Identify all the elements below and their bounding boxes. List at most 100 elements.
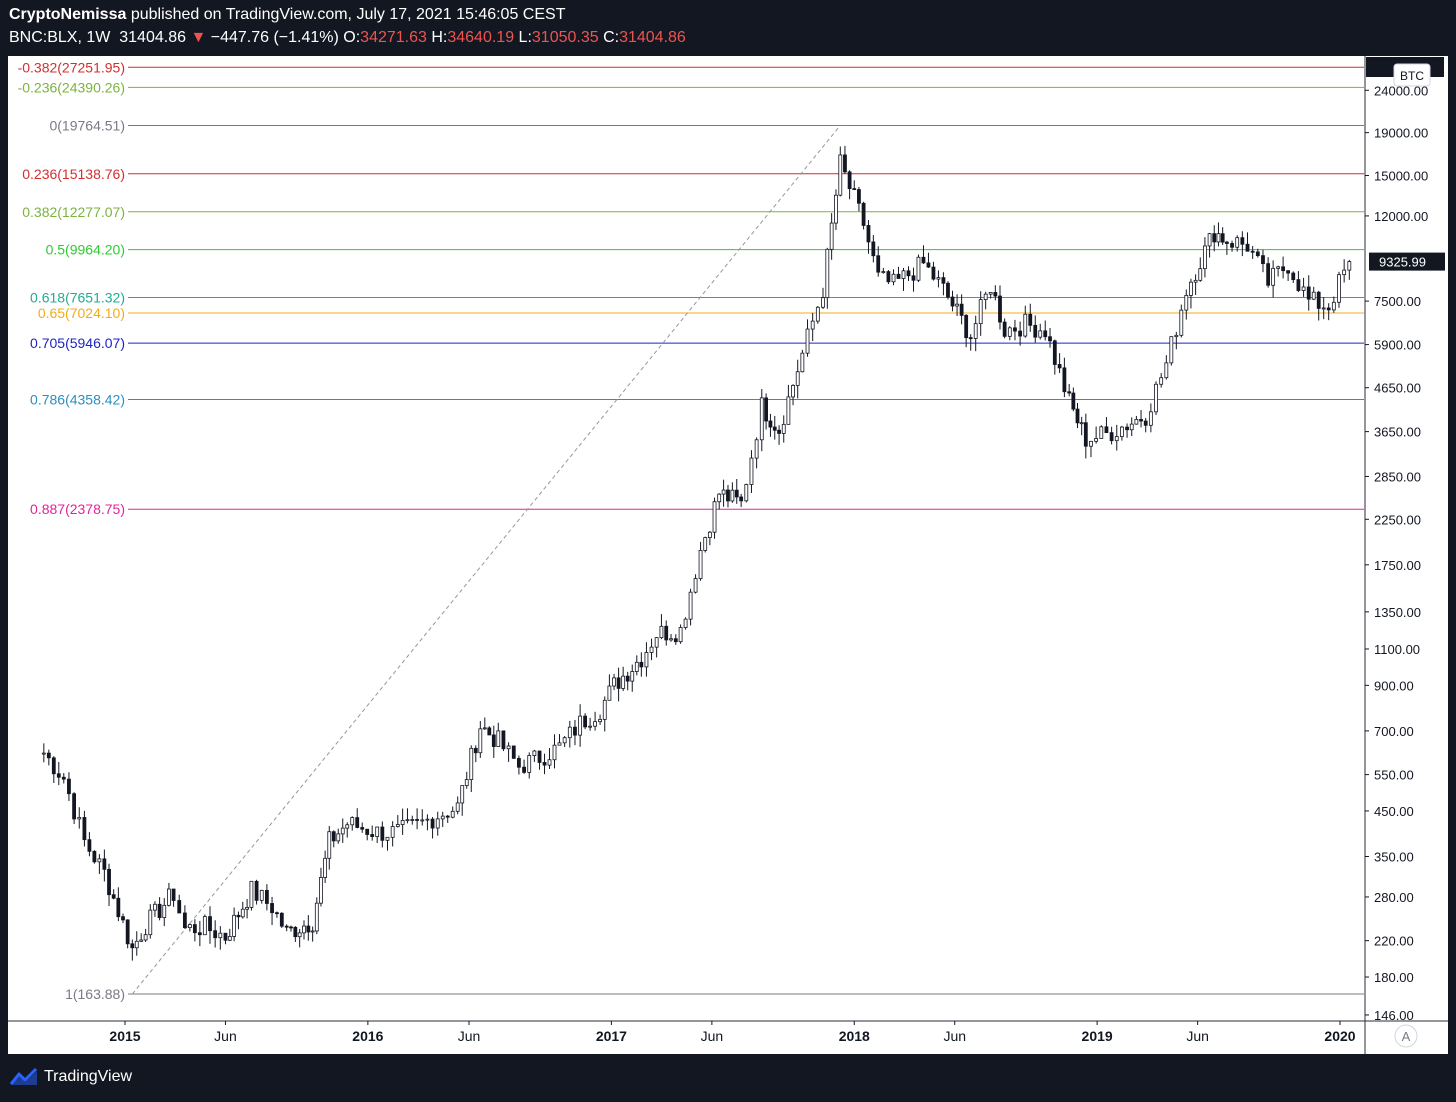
candle-body xyxy=(749,457,754,485)
candle-body xyxy=(1057,364,1062,369)
candle-body xyxy=(162,904,167,918)
candle-body xyxy=(1321,307,1326,310)
candle-body xyxy=(1276,266,1281,269)
candle-body xyxy=(921,256,926,264)
candle-body xyxy=(721,489,726,495)
candle-body xyxy=(562,737,567,744)
candle-body xyxy=(1043,330,1048,338)
price-tick-label: 2850.00 xyxy=(1374,469,1421,484)
open-value: 34271.63 xyxy=(360,29,427,46)
candle-body xyxy=(1079,422,1084,425)
footer-bar: TradingView xyxy=(0,1054,1456,1102)
price-tick-label: 15000.00 xyxy=(1374,168,1428,183)
candle-body xyxy=(678,627,683,643)
candle-body xyxy=(1326,307,1331,311)
candle-body xyxy=(218,932,223,939)
author-name[interactable]: CryptoNemissa xyxy=(9,6,127,23)
price-tick-label: 350.00 xyxy=(1374,850,1414,865)
candle-body xyxy=(116,897,121,918)
time-tick-label: 2017 xyxy=(596,1028,627,1044)
fib-trend-line[interactable] xyxy=(131,125,841,995)
candle-body xyxy=(1125,426,1129,431)
candle-body xyxy=(978,299,983,325)
fib-label: -0.382(27251.95) xyxy=(18,59,125,75)
candle-body xyxy=(936,277,941,280)
candle-body xyxy=(739,496,744,502)
candle-body xyxy=(72,793,76,820)
price-tick-label: 2250.00 xyxy=(1374,512,1421,527)
chart-area[interactable]: -0.382(27251.95) -0.236(24390.26) 0(19764.… xyxy=(8,56,1448,1054)
candle-body xyxy=(319,877,323,904)
candle-body xyxy=(111,894,116,899)
candle-body xyxy=(187,924,192,929)
candle-body xyxy=(1250,250,1255,253)
candle-body xyxy=(781,423,786,434)
candle-body xyxy=(82,817,87,841)
candle-body xyxy=(130,943,135,949)
currency-badge[interactable] xyxy=(1393,63,1431,87)
candle-body xyxy=(683,618,688,628)
candle-body xyxy=(959,303,964,316)
symbol-name: BNC:BLX, 1W xyxy=(9,29,111,46)
candle-body xyxy=(236,914,241,918)
candle-body xyxy=(464,779,469,786)
candle-body xyxy=(340,827,345,835)
candle-body xyxy=(254,880,259,901)
candle-body xyxy=(1159,377,1164,385)
candle-body xyxy=(659,625,664,639)
candle-body xyxy=(993,292,998,297)
candle-body xyxy=(843,154,847,173)
candle-body xyxy=(182,912,187,929)
candle-body xyxy=(829,222,834,250)
candle-body xyxy=(491,734,496,747)
candle-body xyxy=(1291,272,1296,281)
open-label: O: xyxy=(343,29,361,46)
time-tick-label: Jun xyxy=(458,1028,481,1044)
candle-body xyxy=(405,819,410,822)
candle-body xyxy=(754,439,759,459)
candle-body xyxy=(772,426,777,431)
candle-body xyxy=(847,171,852,190)
price-tick-label: 1100.00 xyxy=(1374,642,1420,657)
candle-body xyxy=(1071,392,1076,410)
candle-body xyxy=(345,824,350,829)
candle-body xyxy=(639,661,644,668)
last-price: 31404.86 xyxy=(119,29,186,46)
candle-body xyxy=(171,888,176,901)
candle-body xyxy=(926,262,931,268)
auto-scale-button[interactable] xyxy=(1394,1024,1418,1048)
candle-body xyxy=(331,831,336,842)
candle-body xyxy=(707,531,712,538)
price-chart[interactable]: -0.382(27251.95) -0.236(24390.26) 0(19764.… xyxy=(8,56,1448,1054)
candle-body xyxy=(306,925,311,933)
candle-body xyxy=(390,826,395,838)
price-axis[interactable]: 24000.00 19000.00 15000.00 12000.00 7500.00 5… xyxy=(1365,83,1428,1023)
candle-body xyxy=(77,817,82,820)
candle-body xyxy=(634,661,639,672)
tradingview-brand[interactable]: TradingView xyxy=(10,1068,132,1086)
candle-body xyxy=(97,858,102,863)
candle-body xyxy=(901,270,906,279)
candle-body xyxy=(734,489,739,498)
candle-body xyxy=(664,625,669,641)
candle-body xyxy=(143,934,148,941)
candle-body xyxy=(1174,334,1179,338)
candle-body xyxy=(1261,255,1265,265)
candle-body xyxy=(649,646,654,653)
candle-body xyxy=(202,916,207,936)
candle-body xyxy=(365,828,370,835)
candle-body xyxy=(87,839,92,852)
candle-body xyxy=(1033,324,1038,338)
fib-retracement[interactable]: -0.382(27251.95) -0.236(24390.26) 0(19764.… xyxy=(18,59,1364,1002)
time-axis[interactable]: 2015 Jun 2016 Jun 2017 Jun 2018 Jun 2019 Jun 2020 xyxy=(109,1021,1356,1044)
candle-body xyxy=(469,747,474,780)
candle-body xyxy=(911,275,916,281)
publish-header: CryptoNemissa published on TradingView.c… xyxy=(0,0,1456,56)
fib-label: 0.786(4358.42) xyxy=(30,391,125,407)
candle-body xyxy=(1240,237,1245,245)
candle-body xyxy=(1007,327,1012,337)
candle-body xyxy=(698,550,703,579)
candle-body xyxy=(473,747,478,754)
candle-body xyxy=(310,930,315,933)
candle-body xyxy=(1052,340,1057,365)
